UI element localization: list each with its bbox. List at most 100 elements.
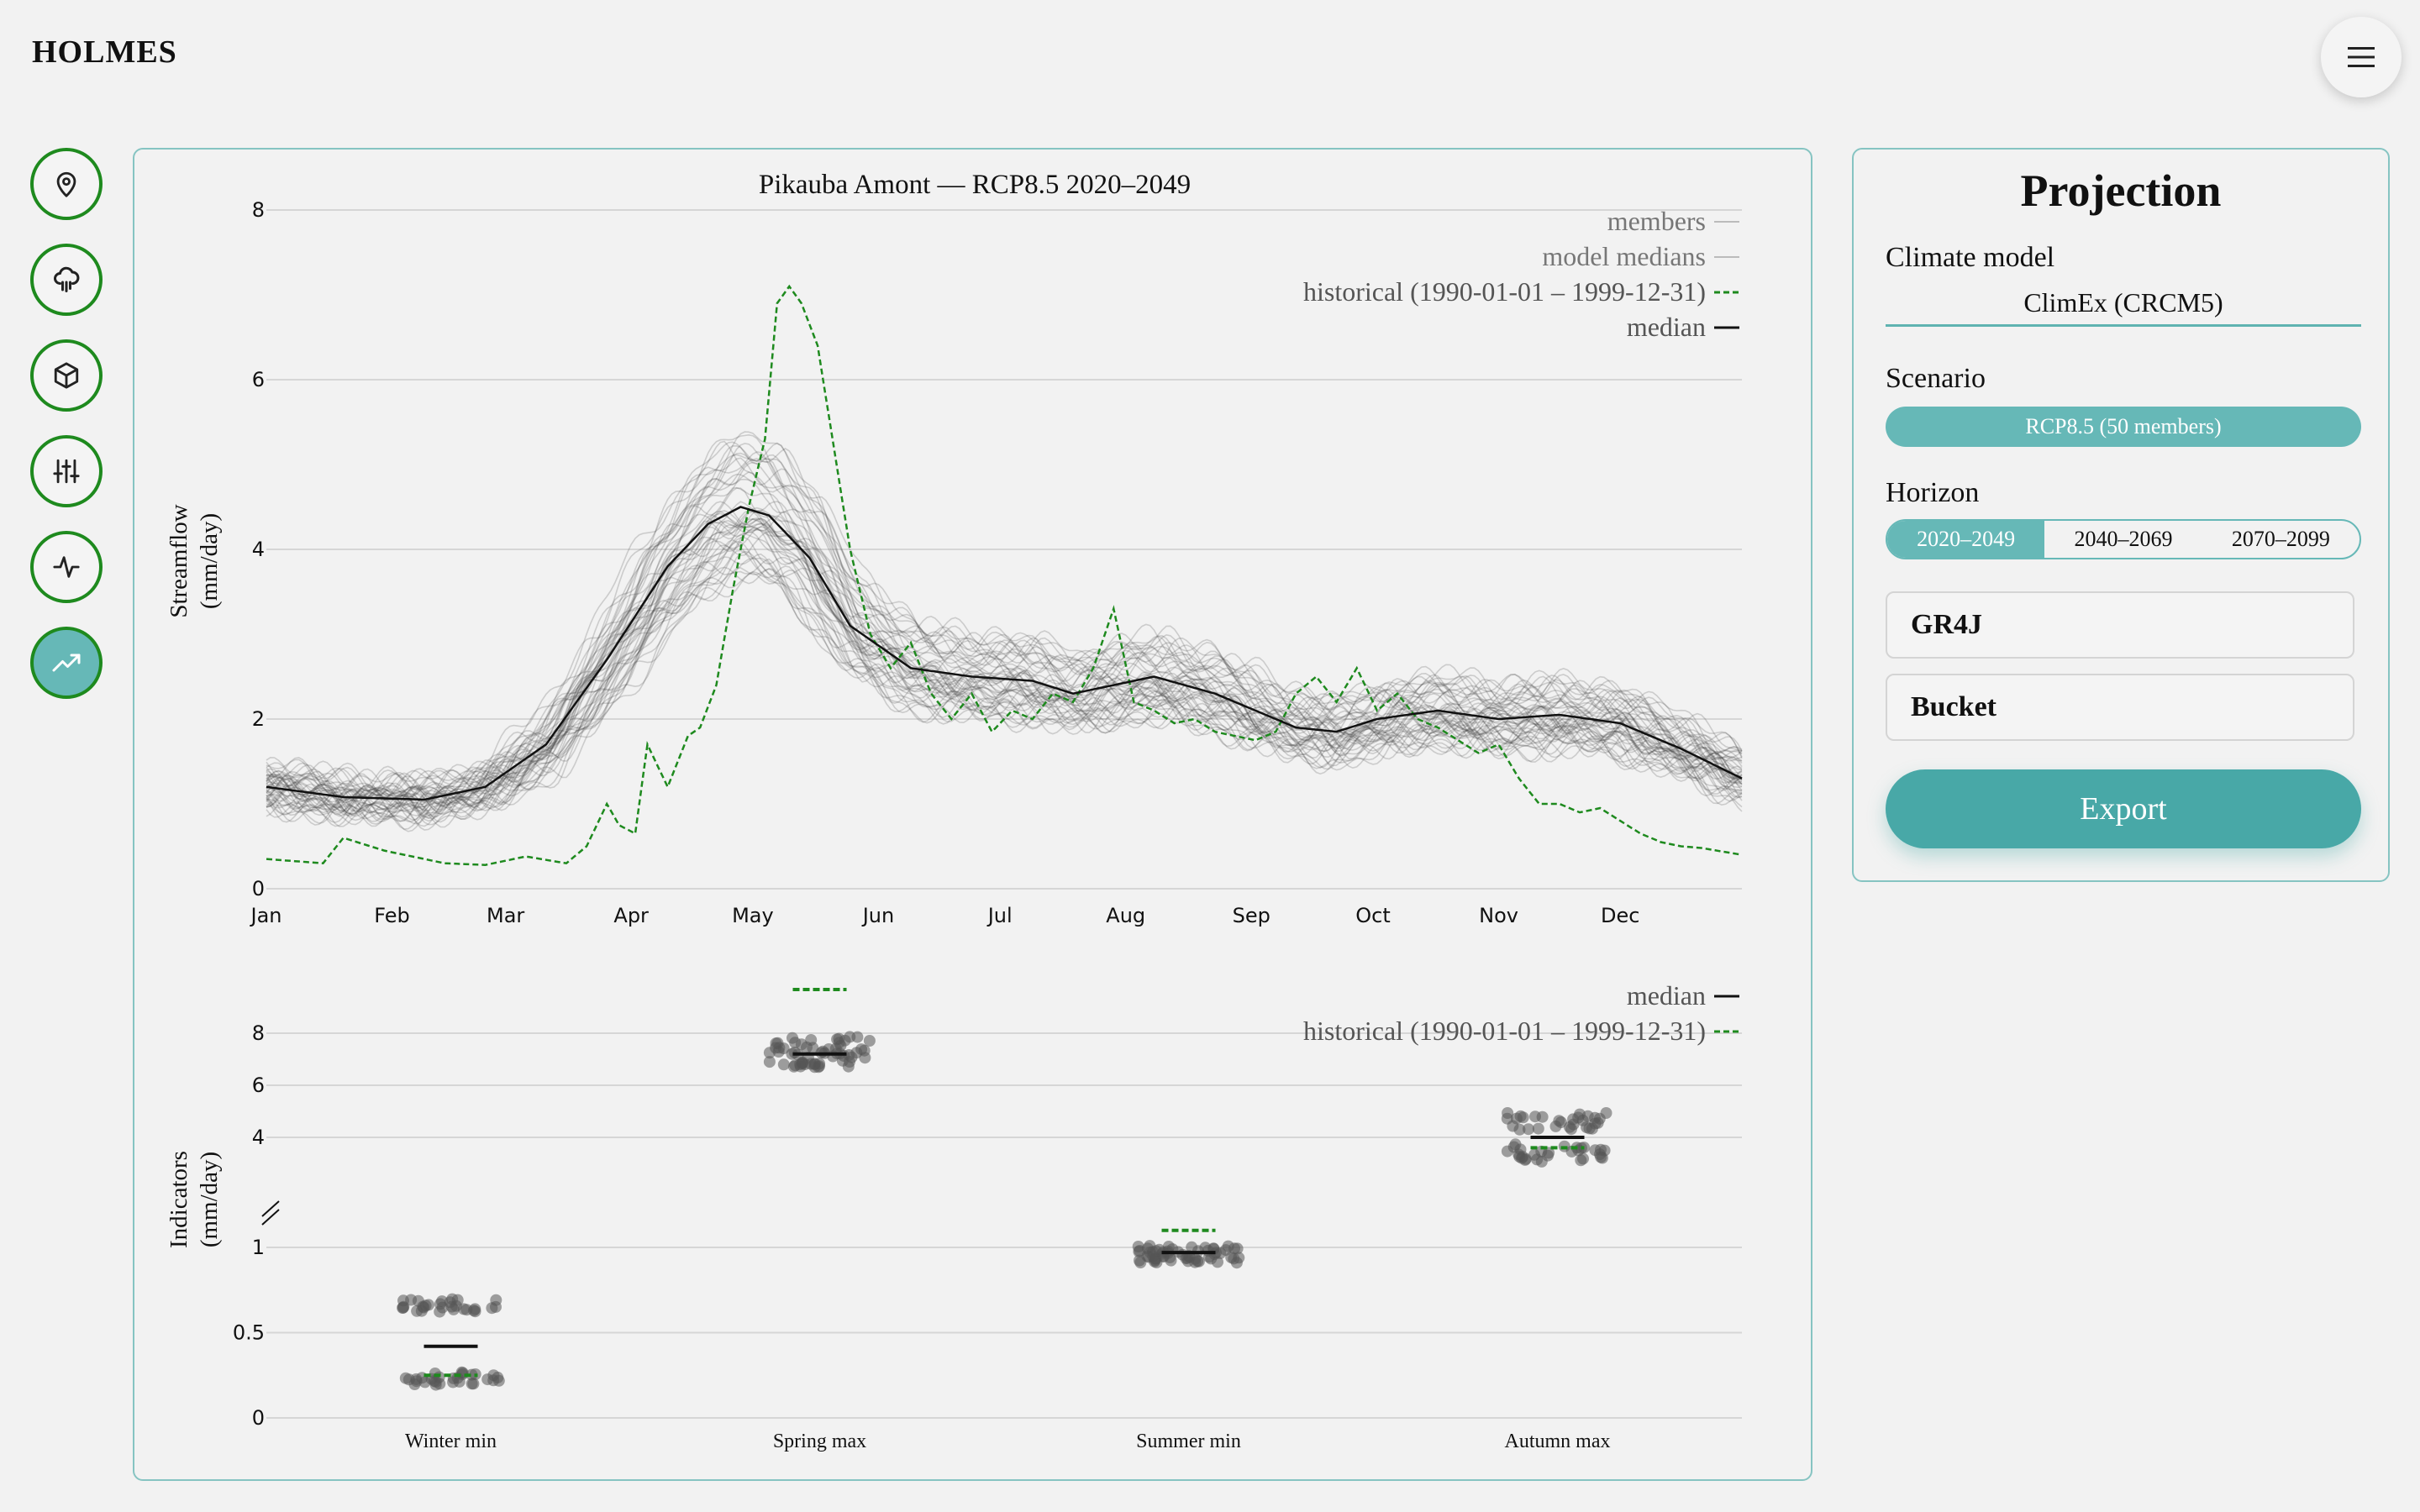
member-line: [266, 553, 1743, 822]
top-xtick-label: Feb: [374, 904, 410, 927]
sidebar-item-model[interactable]: [30, 339, 103, 412]
member-line: [266, 444, 1743, 798]
member-point: [786, 1032, 798, 1044]
member-point: [1225, 1251, 1238, 1263]
member-line: [266, 558, 1743, 827]
bottom-ytick-label: 1: [252, 1236, 265, 1259]
horizon-toggle: 2020–2049 2040–2069 2070–2099: [1886, 519, 2361, 559]
cube-icon: [54, 362, 79, 389]
top-yunit: (mm/day): [196, 513, 223, 609]
member-point: [1147, 1246, 1160, 1258]
member-line: [266, 486, 1743, 812]
member-line: [266, 440, 1743, 802]
member-line: [266, 431, 1743, 795]
member-point: [415, 1305, 428, 1317]
top-ytick-label: 4: [252, 538, 265, 561]
sidebar-item-location[interactable]: [30, 148, 103, 220]
axis-break-icon: [261, 1200, 280, 1226]
scenario-select[interactable]: RCP8.5 (50 members): [1886, 407, 2361, 447]
projection-panel: Projection Climate model ClimEx (CRCM5) …: [1852, 148, 2390, 882]
member-line: [266, 566, 1743, 828]
member-line: [266, 531, 1743, 821]
member-point: [466, 1378, 478, 1390]
legend-indicator-median: median: [1627, 980, 1706, 1011]
member-point: [436, 1295, 448, 1308]
sidebar-item-projection[interactable]: [30, 627, 103, 699]
member-line: [266, 452, 1743, 804]
top-ylabel: Streamflow: [166, 504, 192, 617]
map-pin-icon: [56, 171, 76, 197]
member-point: [771, 1037, 784, 1049]
member-line: [266, 517, 1743, 813]
member-point: [1581, 1110, 1594, 1122]
horizon-option-2070-2099[interactable]: 2070–2099: [2231, 527, 2330, 551]
member-line: [266, 518, 1743, 813]
top-xtick-label: Oct: [1355, 904, 1391, 927]
member-line: [266, 451, 1743, 801]
horizon-option-2020-2049[interactable]: 2020–2049: [1887, 521, 2045, 558]
chart-title: Pikauba Amont — RCP8.5 2020–2049: [759, 170, 1191, 200]
member-point: [805, 1034, 818, 1046]
sidebar-item-simulation[interactable]: [30, 531, 103, 603]
sidebar-item-calibration[interactable]: [30, 435, 103, 507]
member-point: [1523, 1123, 1534, 1136]
member-point: [399, 1372, 412, 1384]
top-xtick-label: Sep: [1233, 904, 1270, 927]
top-ytick-label: 6: [252, 368, 265, 391]
member-points: [397, 1031, 1612, 1391]
member-point: [492, 1374, 505, 1387]
climate-model-select[interactable]: ClimEx (CRCM5): [1886, 282, 2361, 327]
bottom-ytick-label: 8: [252, 1021, 265, 1045]
menu-button[interactable]: [2321, 17, 2402, 97]
member-line: [266, 442, 1743, 797]
legend-model-medians: model medians: [1542, 241, 1706, 271]
member-line: [266, 511, 1743, 818]
member-line: [266, 515, 1743, 821]
legend-members: members: [1607, 206, 1706, 236]
member-line: [266, 565, 1743, 831]
historical-line: [266, 284, 1743, 866]
member-point: [1583, 1122, 1596, 1135]
member-line: [266, 441, 1743, 798]
member-line: [266, 550, 1743, 825]
member-point: [863, 1035, 876, 1047]
member-line: [266, 512, 1743, 815]
bottom-ytick-label: 0: [252, 1406, 265, 1430]
member-point: [1212, 1256, 1223, 1268]
member-point: [456, 1368, 469, 1381]
member-point: [827, 1050, 839, 1063]
top-xtick-label: Nov: [1479, 904, 1518, 927]
member-line: [266, 526, 1743, 820]
member-point: [490, 1300, 502, 1313]
legend-historical: historical (1990-01-01 – 1999-12-31): [1303, 276, 1706, 307]
member-point: [844, 1056, 855, 1068]
horizon-label: Horizon: [1886, 477, 1980, 508]
top-chart-xticks: Jan Feb Mar Apr May Jun Jul Aug Sep Oct Nov Dec: [250, 904, 1640, 927]
member-line: [266, 507, 1743, 816]
member-point: [1501, 1112, 1513, 1125]
bottom-ytick-label: 4: [252, 1126, 265, 1149]
member-point: [808, 1058, 821, 1070]
member-line: [266, 538, 1743, 822]
hydro-model-field[interactable]: GR4J: [1886, 591, 2354, 659]
bottom-chart-yticks: 0 0.5 1 4 6 8: [233, 1021, 265, 1430]
trending-up-icon: [52, 654, 81, 672]
top-xtick-label: Apr: [613, 904, 649, 927]
member-point: [777, 1058, 790, 1071]
horizon-option-2040-2069[interactable]: 2040–2069: [2074, 527, 2173, 551]
scenario-label: Scenario: [1886, 363, 1986, 394]
climate-model-label: Climate model: [1886, 242, 2055, 273]
member-line: [266, 518, 1743, 818]
member-point: [457, 1303, 470, 1315]
member-point: [844, 1031, 856, 1043]
top-ytick-label: 8: [252, 198, 265, 222]
bottom-chart-grid: [266, 1032, 1742, 1419]
member-point: [1591, 1116, 1604, 1129]
snow-model-field[interactable]: Bucket: [1886, 674, 2354, 741]
export-button[interactable]: Export: [1886, 769, 2361, 848]
sidebar-item-climate[interactable]: [30, 244, 103, 316]
top-xtick-label: Dec: [1601, 904, 1639, 927]
member-line: [266, 433, 1743, 798]
app-logo: HOLMES: [32, 34, 177, 70]
member-point: [763, 1056, 776, 1068]
